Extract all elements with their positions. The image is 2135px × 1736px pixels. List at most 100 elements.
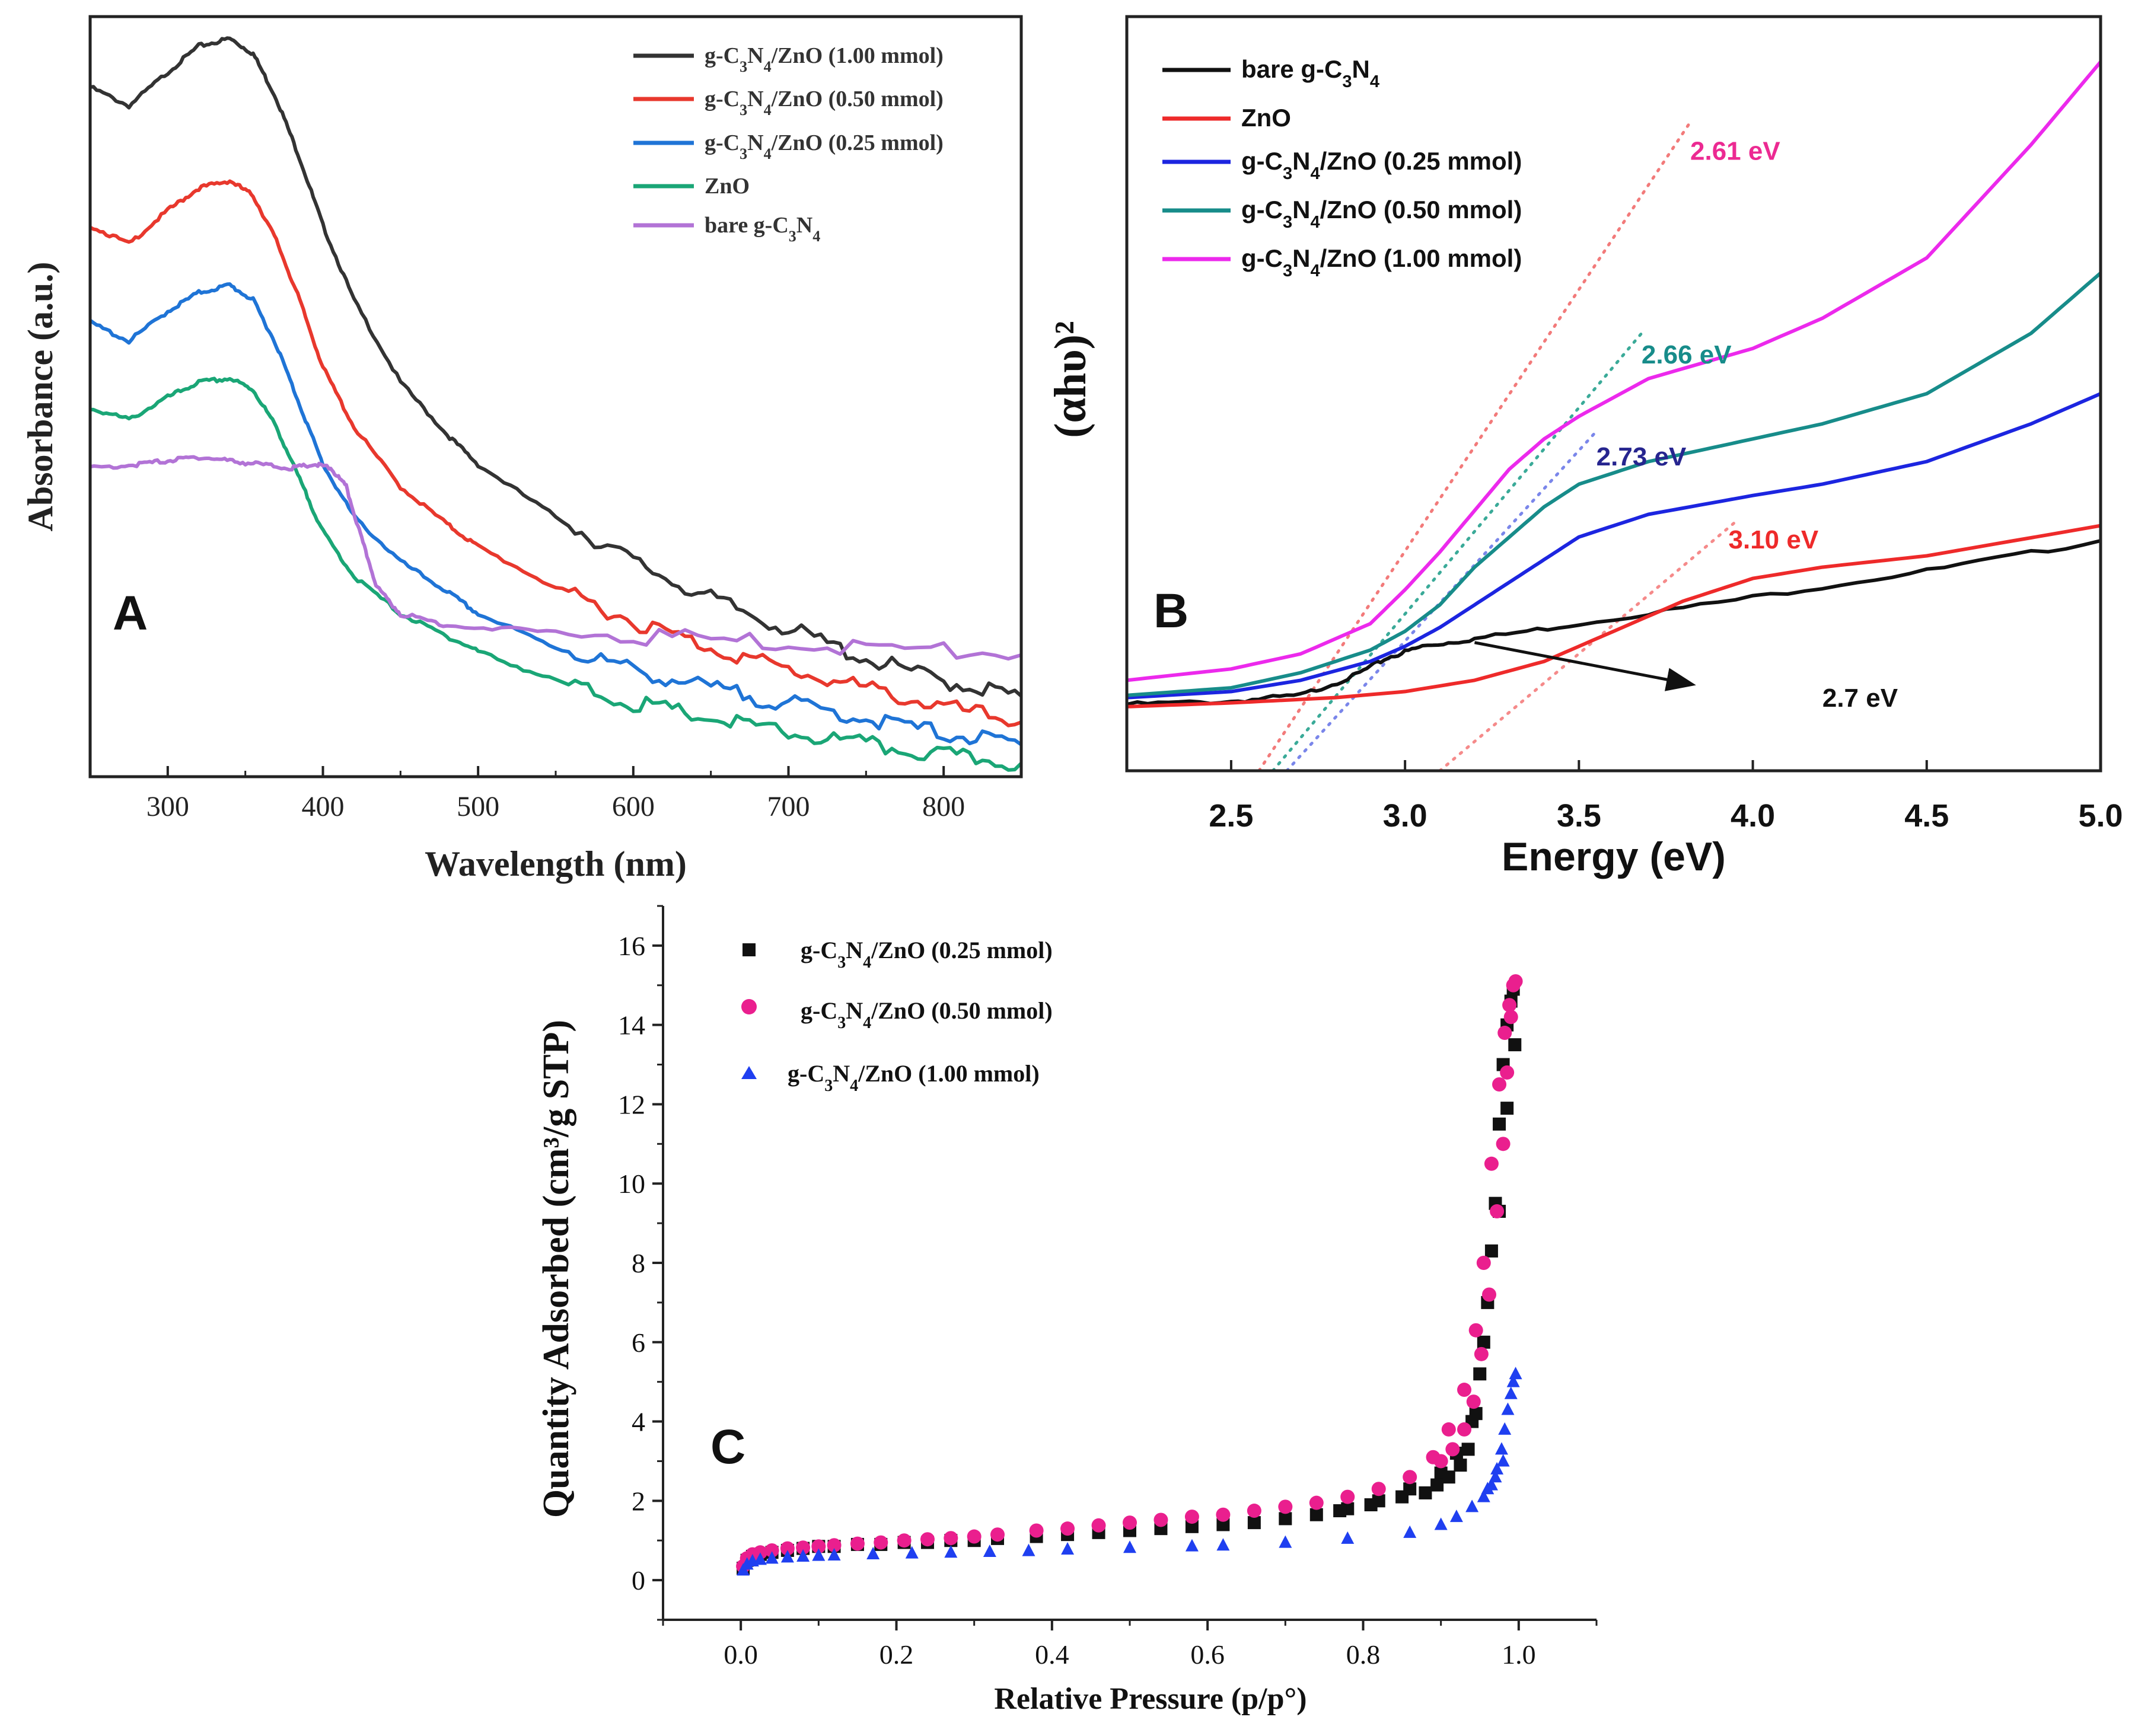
data-point-c3 (1477, 1489, 1490, 1502)
data-point-c3 (1494, 1442, 1508, 1455)
panel-c-axes: 0.0 0.2 0.4 0.6 0.8 1.0 0 2 4 6 8 10 12 14 16 (618, 905, 1598, 1670)
panel-b-tangent-lines (1257, 120, 1737, 773)
data-point-c1 (1247, 1516, 1261, 1530)
data-point-c2 (1481, 1287, 1496, 1302)
data-point-c2 (1457, 1383, 1472, 1397)
data-point-c2 (1060, 1521, 1075, 1536)
data-point-c1 (1442, 1470, 1455, 1484)
data-point-c2 (1371, 1482, 1386, 1496)
data-point-c2 (1496, 1137, 1511, 1151)
data-point-c2 (1433, 1454, 1448, 1469)
legend-label-b4: g-C3N4/ZnO (0.50 mmol) (1241, 196, 1522, 232)
series-line-a1 (90, 36, 1022, 698)
data-point-c2 (1490, 1204, 1505, 1219)
panel-b-label: B (1153, 584, 1188, 638)
x-tick-label: 600 (612, 791, 655, 822)
data-point-c2 (1441, 1422, 1456, 1437)
data-point-c2 (1492, 1077, 1507, 1092)
data-point-c2 (1466, 1394, 1481, 1409)
y-tick-label: 0 (632, 1565, 645, 1595)
legend-label-a3: g-C3N4/ZnO (0.25 mmol) (705, 130, 944, 162)
x-tick-label: 2.5 (1209, 798, 1253, 834)
panel-b: 2.5 3.0 3.5 4.0 4.5 5.0 2.61 eV 2.66 eV 2.73 eV… (1046, 15, 2123, 879)
data-point-c3 (1185, 1539, 1199, 1552)
panel-b-frame (1125, 15, 2102, 773)
series-line-a4 (90, 376, 1023, 772)
legend-label-c1: g-C3N4/ZnO (0.25 mmol) (801, 937, 1053, 972)
panel-b-y-label: (αhυ)² (1046, 321, 1095, 438)
legend-label-a4: ZnO (705, 174, 750, 199)
legend-label-b3: g-C3N4/ZnO (0.25 mmol) (1241, 147, 1522, 183)
panel-a-x-label: Wavelength (nm) (425, 844, 687, 883)
data-point-c3 (1341, 1531, 1355, 1544)
data-point-c2 (1508, 974, 1523, 989)
tangent-line-t1 (1257, 120, 1692, 773)
y-tick-label: 10 (618, 1169, 645, 1199)
data-point-c2 (897, 1533, 912, 1548)
panel-b-annotations: 2.61 eV 2.66 eV 2.73 eV 3.10 eV 2.7 eV (1597, 137, 1898, 713)
tangent-line-t3 (1285, 430, 1598, 773)
data-point-c3 (827, 1547, 841, 1561)
data-point-c1 (1508, 1038, 1522, 1052)
annotation-n4: 3.10 eV (1729, 525, 1819, 554)
data-point-c3 (1509, 1367, 1522, 1380)
data-point-c2 (764, 1543, 779, 1558)
series-line-b3 (1126, 392, 2102, 700)
data-point-c3 (1496, 1454, 1510, 1467)
panel-c: 0.0 0.2 0.4 0.6 0.8 1.0 0 2 4 6 8 10 12 14 16 Relative… (536, 905, 1598, 1716)
data-point-c3 (753, 1552, 767, 1565)
data-point-c2 (1216, 1507, 1231, 1522)
data-point-c3 (1504, 1386, 1518, 1399)
panel-a-legend: g-C3N4/ZnO (1.00 mmol) g-C3N4/ZnO (0.50 … (633, 43, 944, 245)
panel-c-label: C (710, 1420, 745, 1474)
annotation-n1: 2.61 eV (1690, 137, 1780, 166)
x-tick-label: 3.5 (1557, 798, 1601, 834)
data-point-c3 (1506, 1374, 1520, 1387)
annotation-n3: 2.73 eV (1597, 442, 1687, 471)
data-point-c3 (1465, 1499, 1479, 1512)
panel-b-x-ticks: 2.5 3.0 3.5 4.0 4.5 5.0 (1209, 760, 2123, 834)
data-point-c3 (1481, 1482, 1494, 1495)
data-point-c1 (1473, 1367, 1487, 1381)
data-point-c2 (1184, 1510, 1199, 1524)
legend-marker-c3 (741, 1066, 757, 1079)
data-point-c1 (1419, 1486, 1432, 1499)
legend-label-c3: g-C3N4/ZnO (1.00 mmol) (788, 1060, 1040, 1095)
x-tick-label: 3.0 (1383, 798, 1427, 834)
data-point-c2 (1502, 998, 1517, 1013)
x-tick-label: 1.0 (1502, 1639, 1536, 1670)
data-point-c3 (1279, 1535, 1292, 1548)
data-point-c3 (1498, 1422, 1512, 1435)
data-point-c2 (1445, 1442, 1460, 1457)
series-line-a3 (89, 282, 1022, 746)
panel-c-x-label: Relative Pressure (p/p°) (994, 1682, 1307, 1716)
data-point-c2 (1278, 1499, 1293, 1514)
data-point-c1 (1461, 1443, 1475, 1456)
data-point-c3 (1403, 1525, 1417, 1538)
x-tick-label: 400 (302, 791, 345, 822)
legend-label-b1: bare g-C3N4 (1241, 55, 1379, 91)
legend-label-a5: bare g-C3N4 (705, 213, 820, 245)
data-point-c2 (874, 1535, 888, 1550)
data-point-c2 (780, 1541, 795, 1556)
data-point-c1 (1333, 1504, 1347, 1518)
panel-c-series (736, 974, 1523, 1576)
panel-b-series (1126, 60, 2102, 709)
data-point-c2 (1123, 1515, 1137, 1530)
tangent-line-t4 (1438, 520, 1737, 773)
data-point-c1 (1395, 1490, 1409, 1504)
x-tick-label: 0.0 (724, 1639, 758, 1670)
panel-c-y-label-text: Quantity Adsorbed (cm³/g STP) (536, 1020, 576, 1518)
y-tick-label: 2 (632, 1486, 645, 1516)
data-point-c3 (796, 1549, 810, 1562)
data-point-c3 (812, 1548, 826, 1561)
data-point-c2 (1484, 1156, 1499, 1171)
data-point-c3 (983, 1544, 996, 1557)
y-tick-label: 8 (632, 1248, 645, 1278)
data-point-c1 (1454, 1459, 1467, 1472)
data-point-c2 (920, 1532, 935, 1547)
data-point-c2 (827, 1538, 842, 1553)
data-point-c1 (1216, 1518, 1230, 1531)
data-point-c1 (1309, 1508, 1323, 1521)
panel-a-series (89, 36, 1023, 772)
